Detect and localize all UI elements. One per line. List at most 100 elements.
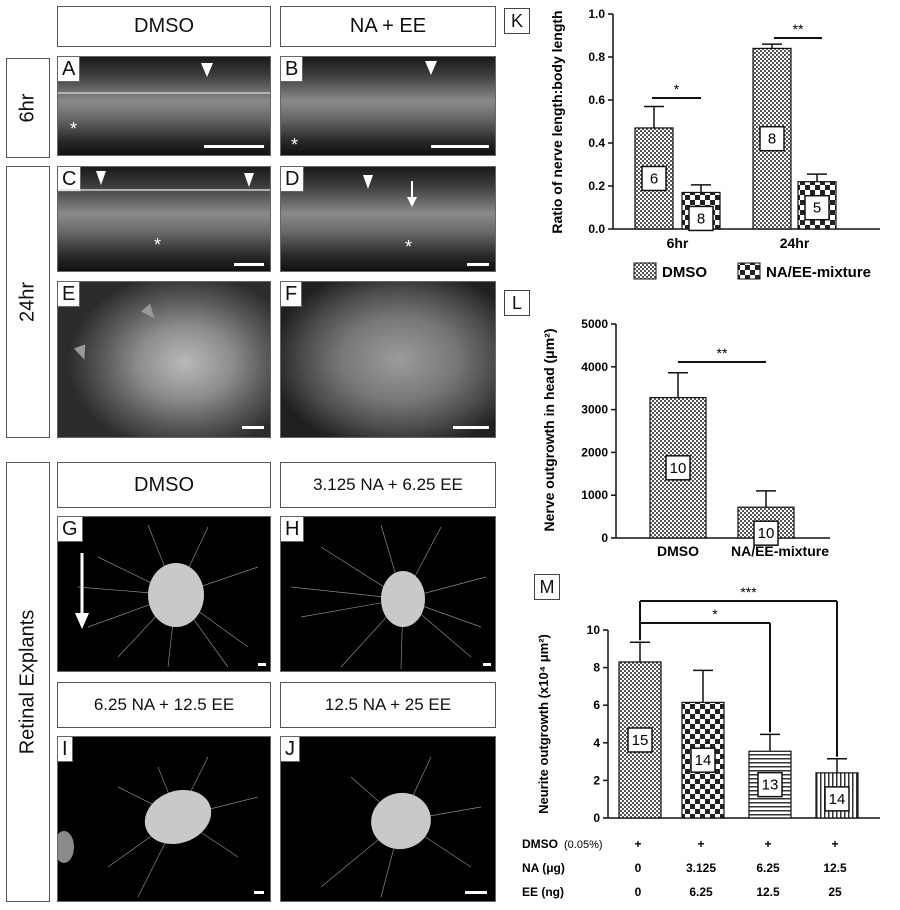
panel-j-image: J <box>280 736 496 902</box>
m-bar-4-n-box <box>824 786 850 812</box>
y-axis-label: Neurite outgrowth (x10⁴ μm²) <box>536 634 551 814</box>
y-tick-label: 2000 <box>581 445 608 459</box>
panel-d-image: D * <box>280 166 496 272</box>
treatment-value: 12.5 <box>823 861 847 875</box>
y-tick-label: 0.0 <box>588 222 605 236</box>
col-header-dmso: DMSO <box>57 6 271 47</box>
m-bar-2-n-box <box>690 747 716 773</box>
y-tick-label: 1.0 <box>588 7 605 21</box>
panel-label-l: L <box>504 290 530 316</box>
panel-b-image: B * <box>280 56 496 156</box>
arrowhead-icon <box>96 171 106 185</box>
adjacent-explant <box>58 831 74 863</box>
treatment-row-label: NA (μg) <box>522 861 565 875</box>
panel-c-image: C * <box>57 166 271 272</box>
significance-label: * <box>674 81 680 97</box>
chart-l: 0 1000 2000 3000 4000 5000 Nerve outgrowth in … <box>541 317 830 559</box>
significance-label: *** <box>740 584 757 600</box>
row-label-24hr-text: 24hr <box>16 281 39 323</box>
k-24hr-NA/EE-mixture-n-label: 5 <box>813 200 821 217</box>
l-NA/EE-mixture-n-label: 10 <box>758 525 775 542</box>
explant-g-illustration <box>75 524 266 668</box>
asterisk-marker: * <box>154 235 162 255</box>
asterisk-marker: * <box>405 237 413 257</box>
scale-bar <box>258 663 266 666</box>
significance-label: ** <box>793 21 804 37</box>
y-tick-label: 8 <box>593 661 600 675</box>
explant-i-illustration <box>58 756 264 898</box>
l-DMSO-n-label: 10 <box>670 460 687 477</box>
panel-label-c: C <box>58 167 82 192</box>
y-tick-label: 6 <box>593 698 600 712</box>
treatment-value: 0 <box>635 861 642 875</box>
arrowhead-icon <box>363 175 373 189</box>
explant-body <box>144 789 212 845</box>
panel-label-f: F <box>281 282 303 307</box>
treatment-value: + <box>831 837 838 851</box>
treatment-value: 25 <box>828 885 842 899</box>
scale-bar <box>453 426 489 429</box>
nerve-line <box>58 92 270 94</box>
m-bar-1-n-box <box>627 727 653 753</box>
asterisk-marker: * <box>70 119 78 139</box>
explant-body <box>381 571 425 627</box>
k-6hr-DMSO-n-box <box>641 165 667 192</box>
panel-g-image: G <box>57 516 271 672</box>
neurite-fibers <box>320 756 482 898</box>
panel-e-image: E <box>57 281 271 438</box>
treatment-row-label: EE (ng) <box>522 885 564 899</box>
m-bar-1-bar <box>618 661 662 819</box>
panel-label-h: H <box>281 517 305 542</box>
explant-body <box>148 563 204 627</box>
y-tick-label: 0.2 <box>588 179 605 193</box>
panel-label-d: D <box>281 167 305 192</box>
legend-swatch-dmso <box>633 262 657 280</box>
arrowhead-icon <box>244 173 254 187</box>
x-tick-label: 24hr <box>780 235 810 251</box>
y-tick-label: 2 <box>593 773 600 787</box>
m-bar-3-n-label: 13 <box>762 777 779 794</box>
y-axis-label: Ratio of nerve length:body length <box>549 10 565 233</box>
explant-header-125: 12.5 NA + 25 EE <box>280 682 496 728</box>
y-tick-label: 4 <box>593 736 600 750</box>
legend-label-na-ee: NA/EE-mixture <box>766 264 871 281</box>
m-bar-4-n-label: 14 <box>829 791 846 808</box>
legend-label-dmso: DMSO <box>662 264 707 281</box>
k-6hr-DMSO-n-label: 6 <box>650 170 658 187</box>
treatment-value: 6.25 <box>756 861 780 875</box>
treatment-value: + <box>634 837 641 851</box>
k-24hr-DMSO-n-box <box>759 125 785 152</box>
explant-h-illustration <box>290 524 491 670</box>
neurite-fibers <box>290 524 487 670</box>
panel-label-j: J <box>281 737 300 762</box>
arrowhead-icon <box>73 344 91 362</box>
neurite-fibers <box>107 756 259 898</box>
panel-label-i: I <box>58 737 73 762</box>
x-tick-label: DMSO <box>657 543 699 559</box>
arrow-down-icon <box>75 613 89 629</box>
l-DMSO-n-box <box>665 455 691 481</box>
panel-label-a: A <box>58 57 81 82</box>
m-bar-3-n-box <box>757 771 783 798</box>
y-tick-label: 10 <box>587 623 601 637</box>
treatment-row-label: DMSO <box>522 837 558 851</box>
row-label-6hr: 6hr <box>6 58 50 158</box>
chart-m: 0 2 4 6 8 10 Neurite outgrowth (x10⁴ μm²) 15 14 1… <box>522 584 880 899</box>
explant-header-625: 6.25 NA + 12.5 EE <box>57 682 271 728</box>
scale-bar <box>254 891 264 894</box>
row-label-24hr: 24hr <box>6 166 50 438</box>
y-axis-label: Nerve outgrowth in head (μm²) <box>541 328 557 531</box>
nerve-line <box>58 189 270 191</box>
legend-swatch-na-ee <box>737 262 761 280</box>
y-tick-label: 4000 <box>581 360 608 374</box>
row-label-6hr-text: 6hr <box>16 93 39 123</box>
y-tick-label: 0 <box>593 811 600 825</box>
panel-label-m: M <box>534 574 560 600</box>
y-tick-label: 0 <box>601 531 608 545</box>
treatment-value: 0 <box>635 885 642 899</box>
treatment-value: 3.125 <box>686 861 716 875</box>
explant-header-dmso: DMSO <box>57 462 271 508</box>
panel-a-image: A * <box>57 56 271 156</box>
scale-bar <box>431 145 489 148</box>
scale-bar <box>234 263 264 266</box>
